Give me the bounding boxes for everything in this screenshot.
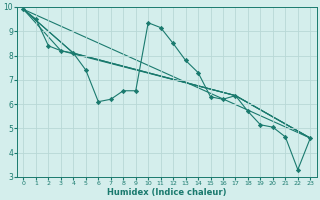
X-axis label: Humidex (Indice chaleur): Humidex (Indice chaleur)	[107, 188, 227, 197]
